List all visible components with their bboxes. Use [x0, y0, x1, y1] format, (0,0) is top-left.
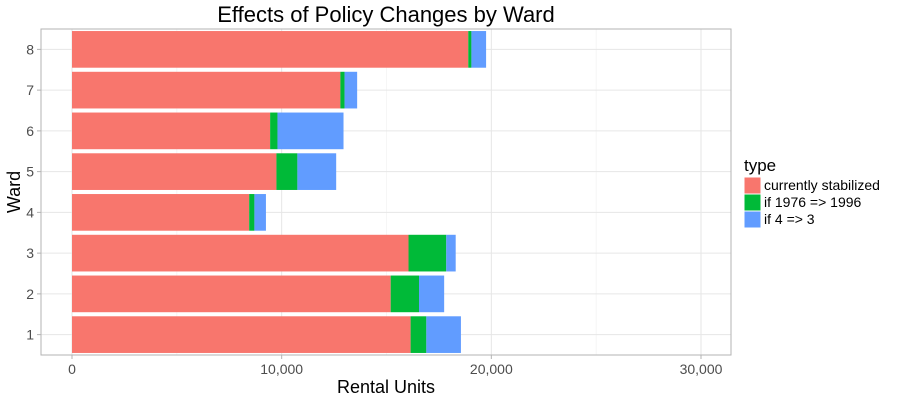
bar-ward-1-series-3	[426, 316, 461, 353]
bar-ward-2-series-2	[390, 275, 419, 313]
legend-title: type	[744, 156, 776, 175]
y-tick-label: 8	[26, 41, 34, 57]
legend-key	[743, 193, 762, 212]
x-tick-label: 20,000	[470, 361, 513, 377]
bar-ward-6-series-1	[72, 112, 271, 150]
bar-ward-3-series-3	[446, 234, 456, 272]
bar-ward-5-series-3	[297, 153, 337, 190]
y-axis-title: Ward	[4, 171, 24, 213]
y-tick-label: 6	[26, 123, 34, 139]
bar-ward-7-series-1	[72, 71, 341, 109]
bar-ward-5-series-1	[72, 153, 277, 190]
x-tick-label: 0	[68, 361, 76, 377]
panel-border	[40, 28, 732, 356]
bar-ward-6-series-3	[277, 112, 344, 150]
bar-ward-5-series-2	[276, 153, 298, 190]
legend-label: if 4 => 3	[764, 211, 815, 227]
bar-ward-1-series-1	[72, 316, 411, 353]
legend-label: if 1976 => 1996	[764, 194, 862, 210]
plot-panel: 1 2 3 4 5 6 7 8 0 10,000 20,000 30,000	[26, 28, 732, 377]
bar-ward-4-series-1	[72, 194, 250, 231]
y-tick-label: 2	[26, 286, 34, 302]
chart-title: Effects of Policy Changes by Ward	[217, 2, 555, 27]
y-tick-label: 7	[26, 82, 34, 98]
bar-ward-6-series-2	[270, 112, 278, 150]
x-tick-label: 30,000	[680, 361, 723, 377]
y-tick-label: 5	[26, 164, 34, 180]
bar-ward-3-series-1	[72, 234, 409, 272]
bar-ward-7-series-2	[340, 71, 345, 109]
y-tick-label: 3	[26, 245, 34, 261]
bar-ward-3-series-2	[408, 234, 447, 272]
bar-ward-4-series-2	[249, 194, 255, 231]
bar-ward-8-series-1	[72, 31, 469, 68]
legend-key	[743, 210, 762, 229]
y-tick-label: 4	[26, 204, 34, 220]
y-tick-label: 1	[26, 327, 34, 343]
bar-ward-8-series-2	[468, 31, 472, 68]
bar-ward-2-series-1	[72, 275, 391, 313]
x-tick-label: 10,000	[260, 361, 303, 377]
bar-ward-4-series-3	[254, 194, 266, 231]
bar-ward-8-series-3	[471, 31, 487, 68]
legend-label: currently stabilized	[764, 177, 880, 193]
bar-ward-2-series-3	[418, 275, 445, 313]
x-axis-title: Rental Units	[337, 377, 435, 397]
bar-ward-7-series-3	[344, 71, 358, 109]
legend-key	[743, 176, 762, 195]
bar-ward-1-series-2	[410, 316, 427, 353]
